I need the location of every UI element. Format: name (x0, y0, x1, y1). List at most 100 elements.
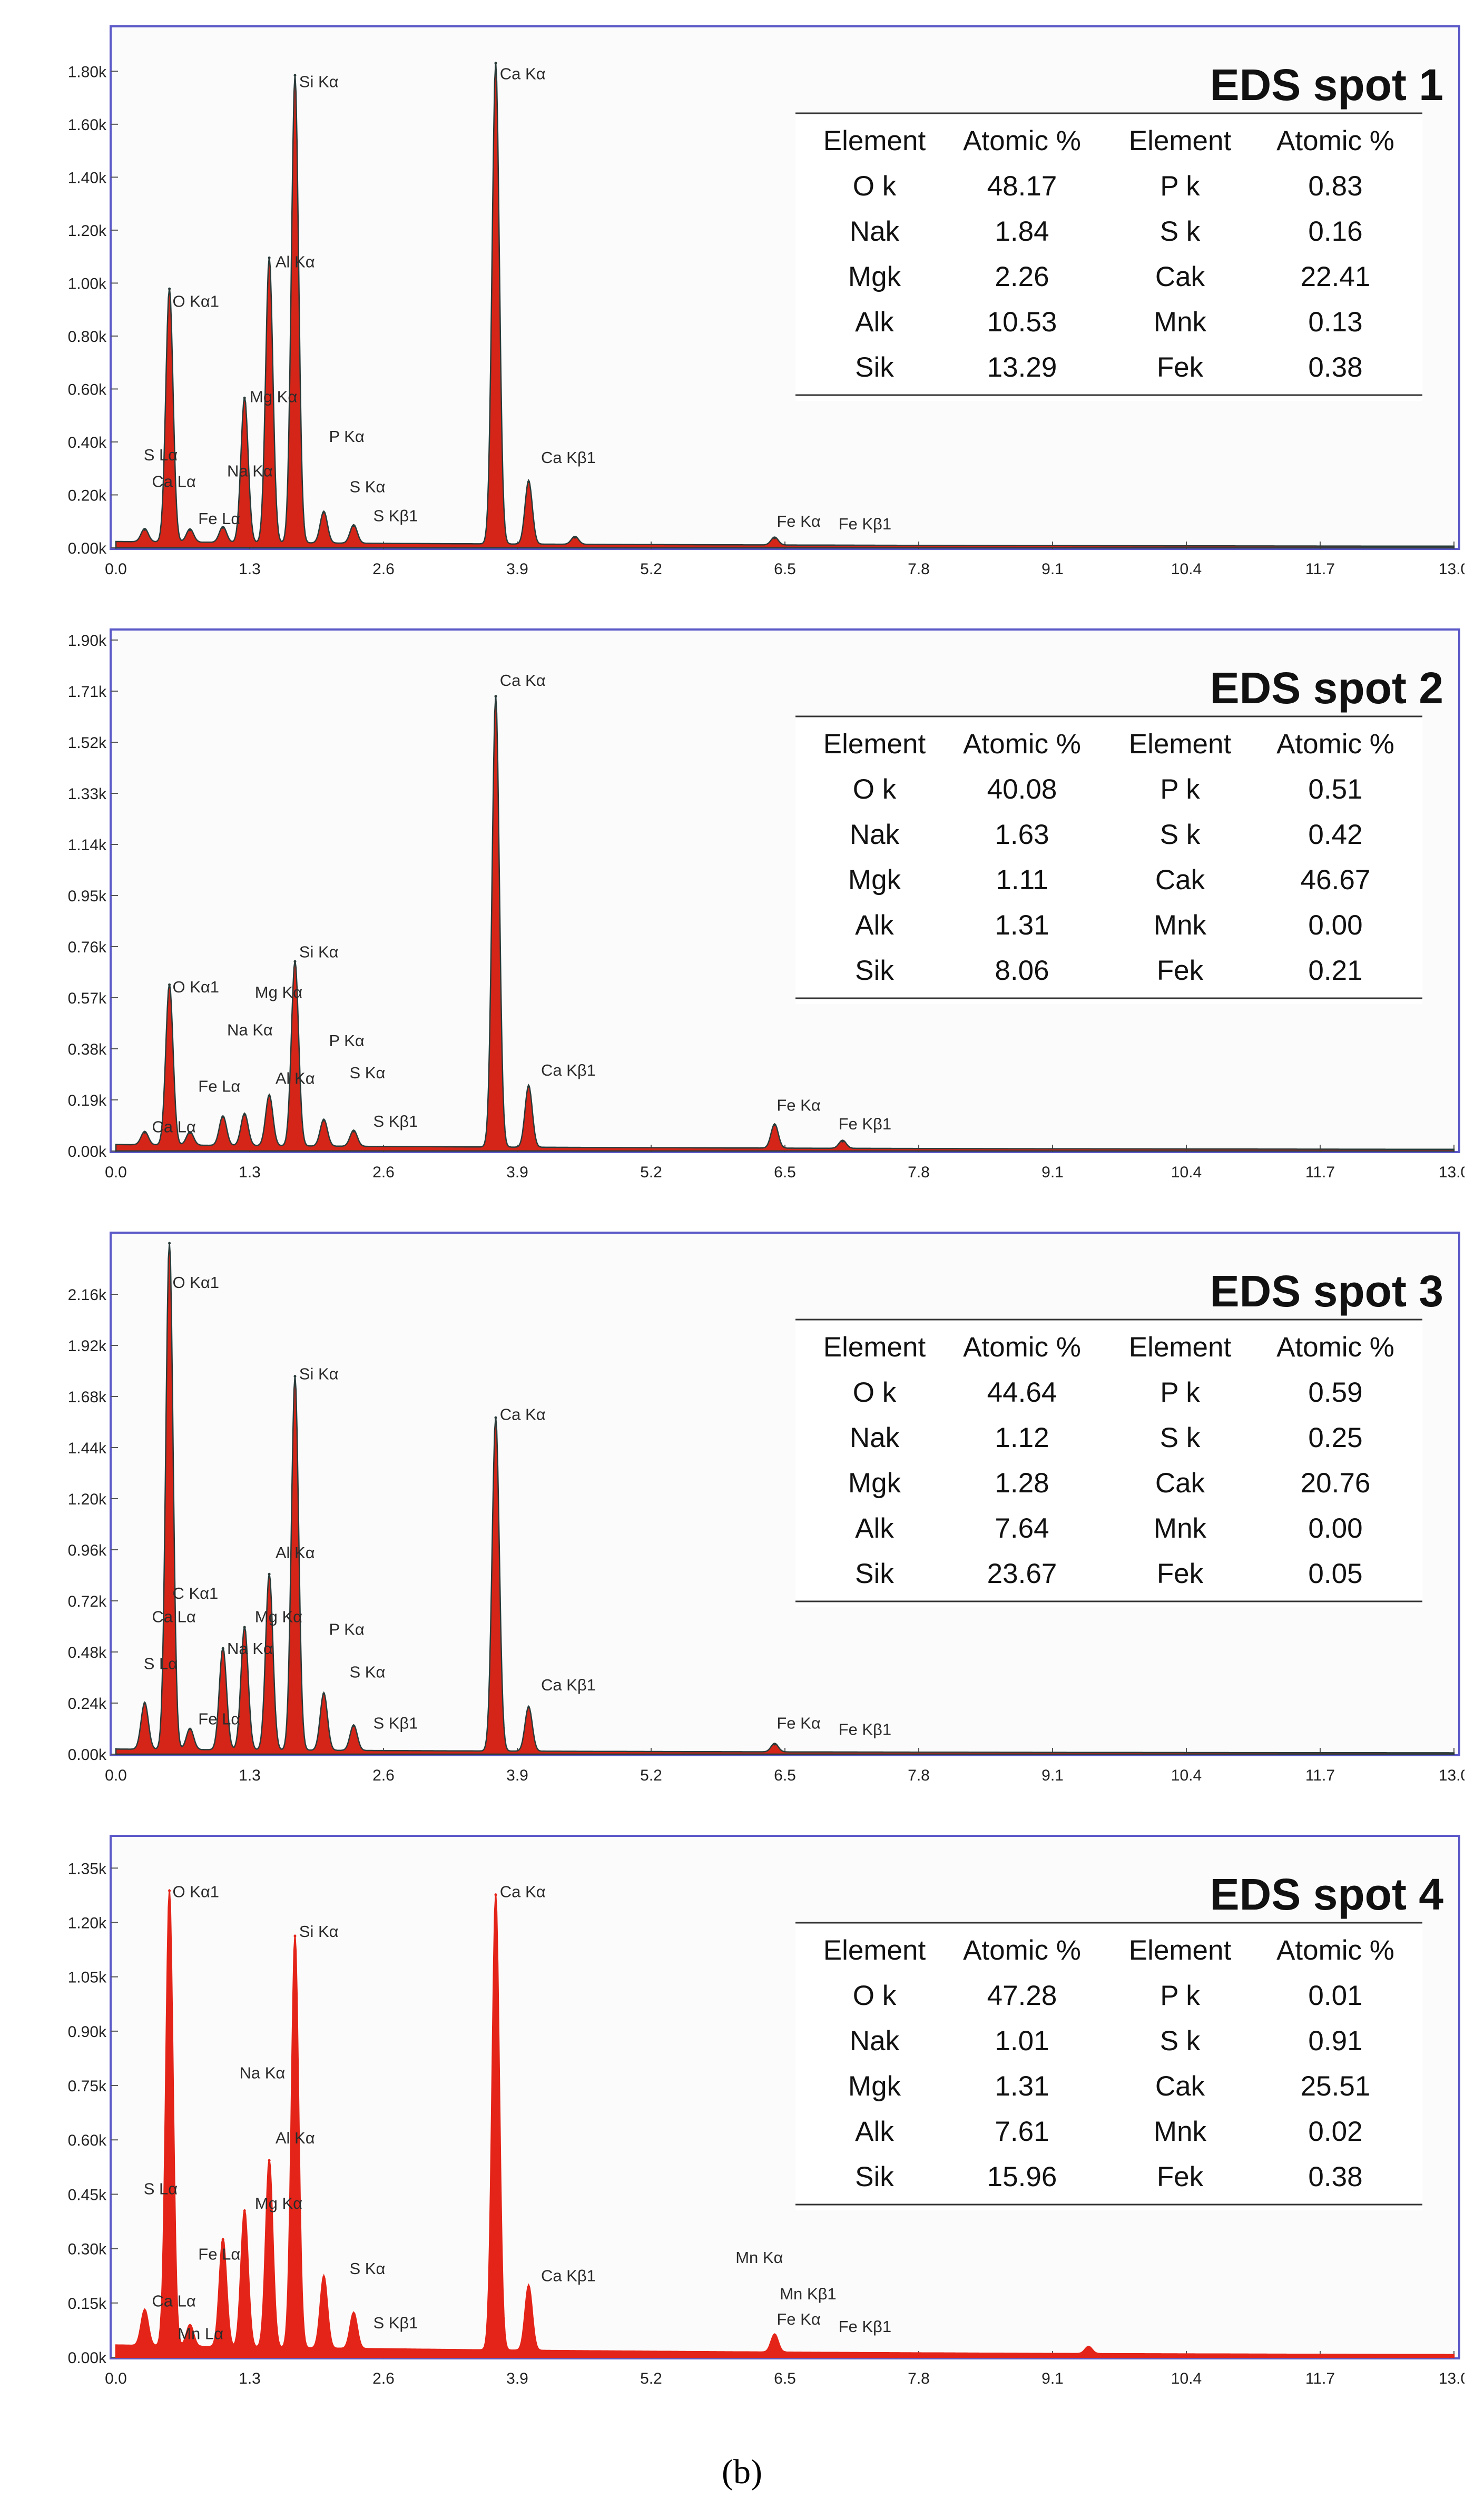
table-cell: 46.67 (1301, 864, 1371, 896)
y-tick-label: 0.30k (68, 2241, 107, 2258)
y-tick-label: 0.95k (68, 888, 107, 905)
peak-label: Fe Kα (777, 2310, 820, 2328)
peak-label: Mn Lα (178, 2325, 223, 2343)
x-tick-label: 0.0 (105, 560, 127, 578)
peak-label: Ca Lα (152, 1117, 195, 1136)
table-cell: Cak (1155, 2071, 1205, 2102)
y-tick-label: 0.60k (68, 2132, 107, 2149)
peak-marker (293, 1375, 297, 1378)
table-cell: 0.13 (1308, 307, 1362, 338)
spectrum-area (115, 1889, 1455, 2358)
peak-label: S Lα (144, 1654, 178, 1673)
peak-marker (221, 2238, 224, 2241)
x-tick-label: 2.6 (372, 1767, 395, 1784)
table-cell: 0.51 (1308, 774, 1362, 805)
x-tick-label: 10.4 (1171, 2370, 1202, 2387)
x-tick-label: 0.0 (105, 2370, 127, 2387)
table-cell: Sik (855, 1558, 894, 1589)
peak-label: O Kα1 (172, 978, 219, 996)
table-cell: 1.31 (995, 910, 1049, 941)
chart-title: EDS spot 1 (1210, 60, 1443, 110)
peak-label: Ca Kβ1 (541, 1676, 596, 1694)
figure-caption: (b) (722, 2453, 762, 2491)
peak-label: Fe Lα (198, 509, 240, 528)
y-tick-label: 1.80k (68, 63, 107, 81)
x-tick-label: 1.3 (239, 1767, 261, 1784)
peak-label: Fe Kβ1 (839, 1115, 892, 1133)
table-cell: Cak (1155, 261, 1205, 292)
peak-marker (527, 1085, 530, 1088)
table-cell: 8.06 (995, 955, 1049, 986)
peak-label: S Lα (144, 2179, 178, 2198)
peak-label: S Kα (350, 1064, 386, 1082)
peak-marker (168, 1889, 171, 1892)
peak-label: Na Kα (227, 461, 273, 480)
table-cell: Mgk (848, 864, 901, 896)
peak-label: Si Kα (299, 72, 339, 91)
peak-label: Fe Lα (198, 1709, 240, 1728)
table-cell: Mnk (1154, 307, 1207, 338)
x-tick-label: 13.0 (1439, 1164, 1465, 1181)
table-cell: 0.21 (1308, 955, 1362, 986)
peak-marker (268, 256, 271, 259)
table-cell: 0.59 (1308, 1377, 1362, 1408)
peak-label: Al Kα (276, 252, 315, 271)
x-tick-label: 6.5 (774, 2370, 796, 2387)
peak-label: Fe Kβ1 (839, 2317, 892, 2336)
table-cell: Nak (850, 819, 900, 850)
peak-label: Ca Kβ1 (541, 1061, 596, 1079)
x-tick-label: 7.8 (908, 1767, 930, 1784)
peak-marker (527, 1706, 530, 1709)
peak-label: Fe Kα (777, 1096, 820, 1114)
peak-label: O Kα1 (172, 292, 219, 311)
table-cell: S k (1160, 819, 1201, 850)
peak-label: Al Kα (276, 1543, 315, 1562)
table-cell: 0.16 (1308, 216, 1362, 247)
y-tick-label: 0.90k (68, 2023, 107, 2041)
peak-label: P Kα (329, 427, 364, 446)
x-tick-label: 9.1 (1041, 2370, 1064, 2387)
peak-label: S Kα (350, 1663, 386, 1681)
y-tick-label: 0.57k (68, 990, 107, 1007)
table-cell: 15.96 (987, 2161, 1057, 2192)
eds-chart-4: 0.00k 0.15k 0.30k 0.45k 0.60k 0.75k 0.90k 1.05k… (68, 1835, 1465, 2387)
peak-label: S Kβ1 (373, 1112, 418, 1130)
y-tick-label: 0.00k (68, 540, 107, 557)
table-cell: O k (853, 1980, 897, 2011)
peak-marker (527, 2285, 530, 2288)
table-cell: 0.42 (1308, 819, 1362, 850)
table-cell: 23.67 (987, 1558, 1057, 1589)
table-header: Atomic % (963, 125, 1081, 156)
peak-label: Si Kα (299, 942, 339, 961)
peak-marker (293, 74, 297, 77)
peak-marker (143, 1131, 146, 1134)
y-tick-label: 1.92k (68, 1337, 107, 1355)
y-tick-label: 1.33k (68, 785, 107, 803)
peak-marker (189, 1131, 192, 1134)
x-tick-label: 5.2 (640, 1767, 662, 1784)
peak-marker (494, 1893, 497, 1896)
table-header: Element (823, 1935, 926, 1966)
peak-marker (773, 1743, 776, 1746)
x-tick-label: 9.1 (1041, 1767, 1064, 1784)
table-cell: Fek (1157, 352, 1204, 383)
eds-chart-1: 0.00k 0.20k 0.40k 0.60k 0.80k 1.00k 1.20k 1.40k… (68, 25, 1465, 578)
table-header: Atomic % (1276, 1332, 1394, 1363)
peak-marker (168, 1242, 171, 1245)
peak-marker (322, 511, 326, 514)
y-tick-label: 1.68k (68, 1389, 107, 1406)
peak-label: Mg Kα (255, 1607, 302, 1626)
y-tick-label: 2.16k (68, 1286, 107, 1304)
table-cell: Mnk (1154, 910, 1207, 941)
x-tick-label: 11.7 (1305, 1164, 1335, 1181)
peak-marker (268, 1094, 271, 1097)
table-cell: Fek (1157, 1558, 1204, 1589)
peak-marker (841, 1140, 844, 1143)
table-header: Element (1129, 729, 1232, 760)
table-cell: 20.76 (1301, 1468, 1371, 1499)
y-tick-label: 0.80k (68, 328, 107, 346)
peak-marker (352, 2312, 355, 2315)
peak-label: Na Kα (227, 1020, 273, 1039)
table-cell: 7.61 (995, 2116, 1049, 2147)
y-tick-label: 1.40k (68, 169, 107, 186)
